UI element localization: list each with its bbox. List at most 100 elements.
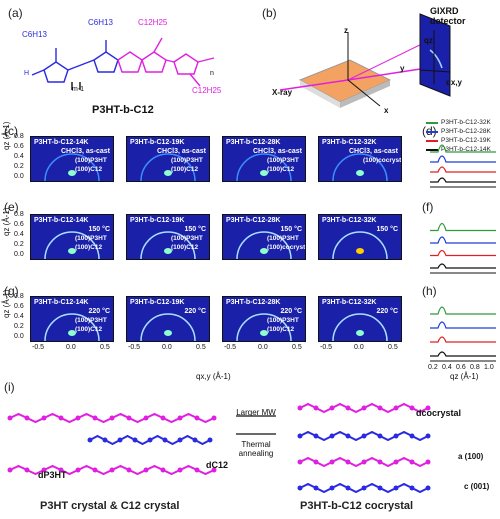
reflection-annotation: (100)C12 (75, 326, 103, 333)
diffraction-spot (260, 170, 268, 176)
panel-condition-label: CHCl3, as-cast (156, 148, 206, 155)
diffraction-spot (164, 170, 172, 176)
panel-letter-c: (c) (4, 124, 18, 138)
label-xray: X-ray (272, 88, 293, 97)
y-tick-label: 0.0 (14, 173, 24, 180)
label-z: z (344, 26, 348, 35)
diffraction-ring (44, 313, 100, 341)
diffraction-spot (260, 248, 268, 254)
legend-item: P3HT-b-C12-19K (426, 136, 500, 145)
panel-condition-label: 220 °C (88, 308, 110, 315)
panel-sample-label: P3HT-b-C12-32K (322, 299, 377, 306)
panel-condition-label: CHCl3, as-cast (252, 148, 302, 155)
reflection-annotation: (100)P3HT (75, 235, 107, 242)
y-tick-label: 0.4 (14, 153, 24, 160)
molecule-structure (31, 37, 215, 90)
qz-label-e: qz (Å-1) (2, 207, 11, 236)
profile-line (430, 321, 496, 329)
reflection-annotation: (100)P3HT (267, 235, 299, 242)
label-c6h13-b: C6H13 (88, 18, 113, 27)
qxy-label: qx,y (Å-1) (196, 372, 231, 381)
gixrd-panel: P3HT-b-C12-19K 150 °C (100)P3HT (100)C12 (126, 214, 210, 260)
label-d-cocrystal: dcocrystal (416, 408, 462, 418)
x-tick-label: 0.0 (258, 344, 268, 351)
diffraction-spot (68, 330, 76, 336)
profile-line (430, 336, 496, 343)
profile-line (430, 177, 496, 183)
y-tick-label: 0.4 (14, 231, 24, 238)
profile-x-tick: 0.4 (442, 364, 452, 371)
profile-line (430, 222, 496, 232)
reflection-annotation: (100)C12 (267, 166, 295, 173)
reflection-annotation: (100)P3HT (75, 157, 107, 164)
x-tick-label: 0.0 (354, 344, 364, 351)
diffraction-spot (164, 330, 172, 336)
label-c12h25-b: C12H25 (192, 86, 222, 95)
diffraction-ring (332, 313, 388, 341)
x-tick-label: 0.5 (100, 344, 110, 351)
panel-sample-label: P3HT-b-C12-14K (34, 299, 89, 306)
diffraction-ring (140, 313, 196, 341)
label-qz-setup: qz (424, 36, 433, 45)
x-tick-label: -0.5 (32, 344, 45, 351)
label-m1: m-1 (72, 86, 85, 93)
gixrd-panel: P3HT-b-C12-28K 220 °C (100)P3HT (100)C12 (222, 296, 306, 342)
qz-label-c: qz (Å-1) (2, 121, 11, 150)
diffraction-spot (356, 170, 364, 176)
reflection-annotation: (100)cocrystal (267, 244, 306, 251)
legend-label: P3HT-b-C12-28K (441, 128, 491, 135)
label-y: y (400, 64, 405, 73)
gixrd-panel: P3HT-b-C12-28K CHCl3, as-cast (100)P3HT (10… (222, 136, 306, 182)
gixrd-setup (279, 13, 451, 108)
panel-condition-label: 150 °C (280, 226, 302, 233)
profile-x-tick: 0.8 (470, 364, 480, 371)
diffraction-spot (260, 330, 268, 336)
legend-swatch (426, 121, 438, 124)
label-qxy-setup: qx,y (446, 78, 463, 87)
diffraction-ring (236, 153, 292, 181)
label-c12h25-a: C12H25 (138, 18, 168, 27)
x-tick-label: 0.0 (66, 344, 76, 351)
reflection-annotation: (100)P3HT (267, 317, 299, 324)
profile-x-tick: 0.2 (428, 364, 438, 371)
profile-line (430, 263, 496, 269)
legend-label: P3HT-b-C12-14K (441, 146, 491, 153)
caption-right: P3HT-b-C12 cocrystal (300, 500, 414, 512)
label-x: x (384, 106, 389, 115)
panel-condition-label: 220 °C (184, 308, 206, 315)
molecule-title: P3HT-b-C12 (92, 104, 154, 116)
gixrd-panel: P3HT-b-C12-32K CHCl3, as-cast (100)cocryst… (318, 136, 402, 182)
y-tick-label: 0.8 (14, 293, 24, 300)
panel-sample-label: P3HT-b-C12-28K (226, 299, 281, 306)
reflection-annotation: (100)cocrystal (363, 157, 402, 164)
y-tick-label: 0.2 (14, 241, 24, 248)
legend-swatch (426, 130, 438, 133)
diffraction-ring (332, 153, 388, 181)
legend-item: P3HT-b-C12-32K (426, 118, 500, 127)
x-tick-label: 0.5 (388, 344, 398, 351)
label-axis-c: c (001) (464, 482, 490, 491)
y-tick-label: 0.6 (14, 303, 24, 310)
label-thermal-annealing: Thermal annealing (238, 440, 274, 458)
panel-condition-label: CHCl3, as-cast (348, 148, 398, 155)
panel-sample-label: P3HT-b-C12-19K (130, 217, 185, 224)
panel-condition-label: 220 °C (376, 308, 398, 315)
y-tick-label: 0.2 (14, 323, 24, 330)
x-tick-label: -0.5 (320, 344, 333, 351)
diffraction-ring (332, 231, 388, 259)
profile-line (430, 236, 496, 244)
gixrd-panel: P3HT-b-C12-32K 220 °C (318, 296, 402, 342)
lattice-schematic (7, 402, 431, 494)
caption-left: P3HT crystal & C12 crystal (40, 500, 180, 512)
panel-letter-b: (b) (262, 6, 277, 20)
panel-letter-e: (e) (4, 200, 19, 214)
panel-sample-label: P3HT-b-C12-28K (226, 139, 281, 146)
panel-condition-label: 150 °C (88, 226, 110, 233)
diffraction-ring (44, 231, 100, 259)
y-tick-label: 0.8 (14, 133, 24, 140)
label-n: n (210, 70, 214, 77)
diffraction-spot (68, 248, 76, 254)
profile-f (430, 222, 496, 274)
gixrd-panel: P3HT-b-C12-14K 220 °C (100)P3HT (100)C12 (30, 296, 114, 342)
panel-condition-label: 150 °C (184, 226, 206, 233)
